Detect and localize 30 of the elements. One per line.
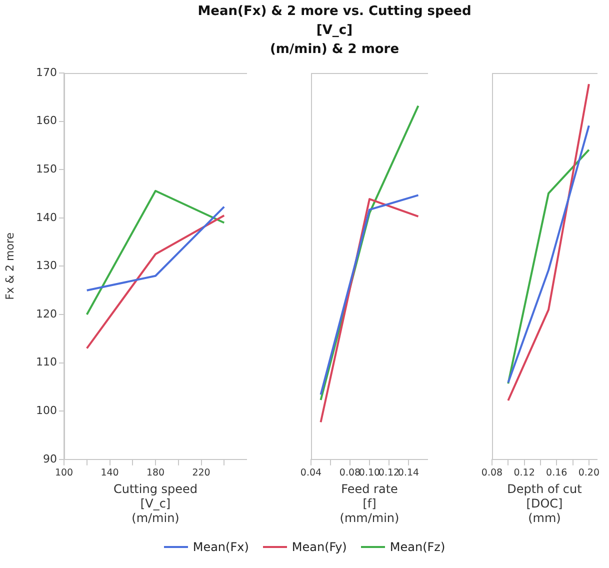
y-tick-label: 100 — [36, 404, 57, 417]
x-axis-title: Cutting speed [V_c] (m/min) — [113, 482, 198, 525]
x-axis-title: Feed rate [f] (mm/min) — [340, 482, 400, 525]
x-tick-label: 0.08 — [481, 468, 503, 479]
x-tick-label: 0.20 — [578, 468, 600, 479]
legend-label: Mean(Fy) — [292, 540, 347, 554]
x-tick-label: 0.14 — [398, 468, 420, 479]
x-tick-label: 100 — [54, 468, 74, 479]
y-tick-label: 130 — [36, 259, 57, 272]
legend-label: Mean(Fz) — [390, 540, 446, 554]
x-tick-label: 0.12 — [378, 468, 400, 479]
y-tick-label: 150 — [36, 162, 57, 176]
x-tick-label: 0.12 — [514, 468, 535, 479]
x-tick-label: 0.16 — [546, 468, 568, 479]
y-tick-label: 160 — [36, 114, 57, 128]
y-axis-title: Fx & 2 more — [3, 232, 16, 300]
x-tick-label: 0.04 — [300, 468, 322, 479]
y-tick-label: 110 — [36, 356, 57, 369]
x-tick-label: 0.08 — [339, 468, 361, 479]
y-tick-label: 120 — [36, 307, 57, 320]
x-tick-label: 180 — [146, 468, 165, 479]
y-tick-label: 170 — [36, 66, 57, 79]
x-tick-label: 140 — [100, 468, 119, 479]
x-axis-title: Depth of cut [DOC] (mm) — [507, 482, 582, 525]
x-tick-label: 220 — [192, 468, 210, 479]
x-tick-label: 0.10 — [358, 468, 380, 479]
y-tick-label: 140 — [36, 210, 57, 224]
legend-label: Mean(Fx) — [192, 540, 249, 554]
y-tick-label: 90 — [43, 452, 57, 466]
text: Mean(Fx) & 2 more vs. Cutting speed [V_c] (m/min) & 2 more — [196, 3, 472, 59]
